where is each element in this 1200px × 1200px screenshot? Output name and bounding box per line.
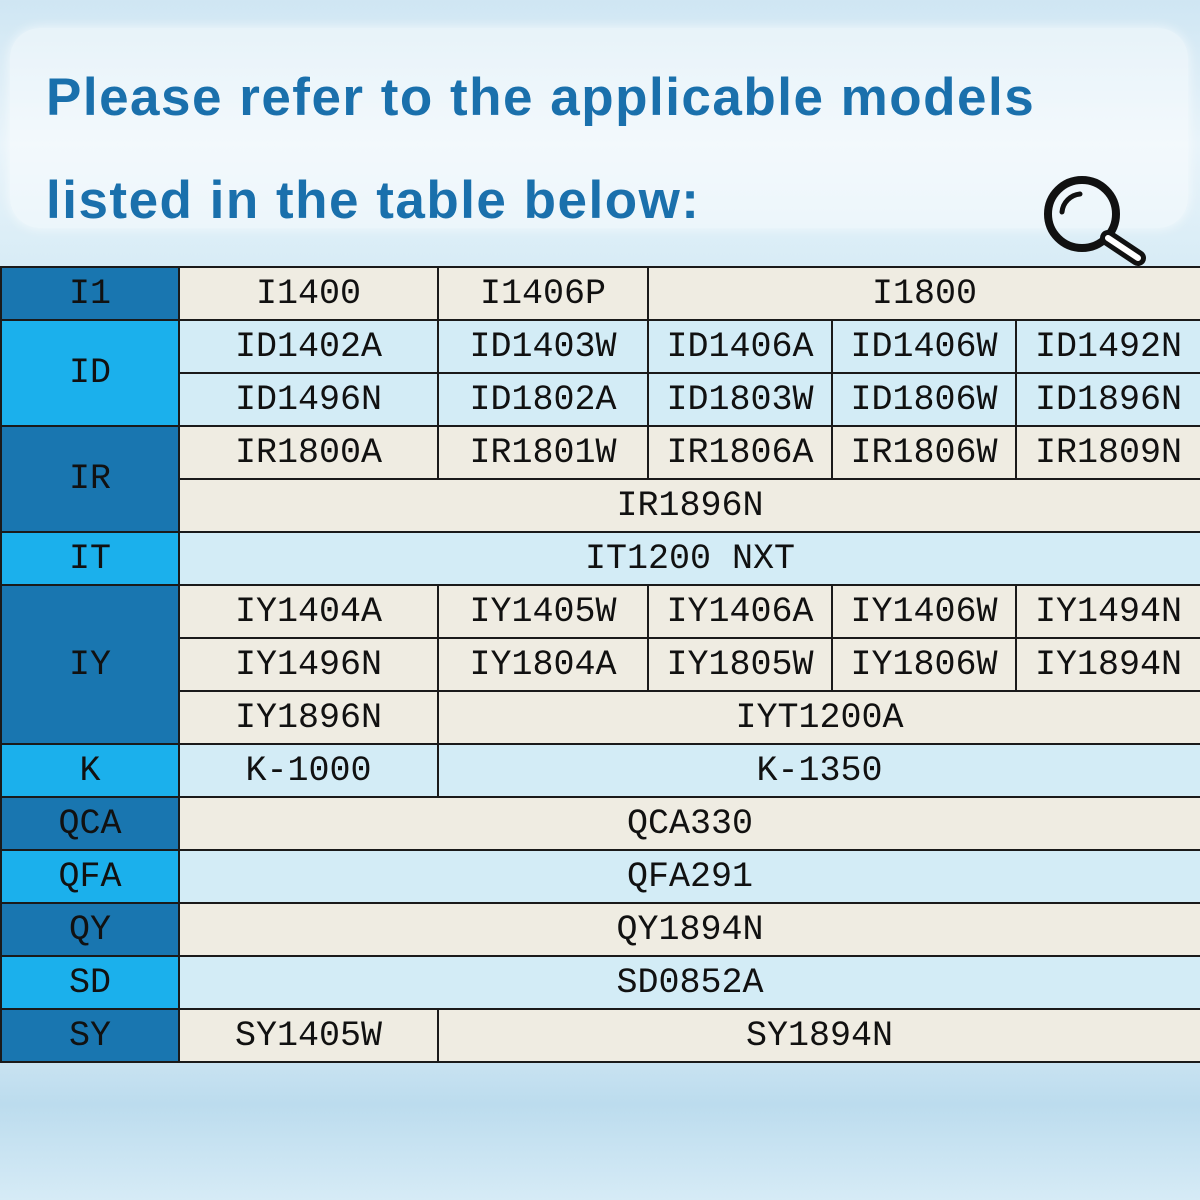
table-row: ID1496N ID1802A ID1803W ID1806W ID1896N — [1, 372, 1200, 427]
model-cell: IY1406W — [831, 584, 1017, 639]
model-cell: IY1406A — [647, 584, 833, 639]
model-cell: QCA330 — [177, 796, 1200, 851]
model-cell: IY1804A — [437, 637, 649, 692]
model-cell: ID1803W — [647, 372, 833, 427]
series-label: IR — [0, 425, 180, 533]
model-cell: K-1000 — [178, 743, 439, 798]
model-cell: I1400 — [178, 266, 439, 321]
model-cell: IR1806A — [647, 425, 833, 480]
table-row: SD SD0852A — [0, 955, 1200, 1010]
series-label: SD — [0, 955, 180, 1010]
series-label: IY — [0, 584, 180, 745]
table-row: IY IY1404A IY1405W IY1406A IY1406W IY149… — [0, 584, 1200, 745]
table-row: ID ID1402A ID1403W ID1406A ID1406W ID149… — [0, 319, 1200, 427]
model-cell: IT1200 NXT — [177, 531, 1200, 586]
table-row: I1 I1400 I1406P I1800 — [0, 266, 1200, 321]
table-row: SY SY1405W SY1894N — [0, 1008, 1200, 1063]
model-cell: IY1805W — [647, 637, 833, 692]
model-cell: IY1494N — [1014, 584, 1200, 639]
series-label: K — [0, 743, 180, 798]
model-cell: ID1806W — [831, 372, 1017, 427]
model-cell: ID1492N — [1014, 319, 1200, 374]
model-cell: ID1402A — [178, 319, 439, 374]
model-cell: IR1896N — [177, 478, 1200, 533]
model-cell: IY1896N — [178, 690, 439, 745]
table-row: QCA QCA330 — [0, 796, 1200, 851]
model-cell: IYT1200A — [436, 690, 1200, 745]
model-cell: IR1806W — [831, 425, 1017, 480]
model-cell: ID1896N — [1014, 372, 1200, 427]
model-cell: I1406P — [437, 266, 649, 321]
series-label: I1 — [0, 266, 180, 321]
series-label: SY — [0, 1008, 180, 1063]
model-cell: IR1809N — [1014, 425, 1200, 480]
model-cell: SD0852A — [177, 955, 1200, 1010]
model-cell: ID1403W — [437, 319, 649, 374]
model-cell: SY1405W — [178, 1008, 439, 1063]
model-cell: IY1806W — [831, 637, 1017, 692]
table-row: IR IR1800A IR1801W IR1806A IR1806W IR180… — [0, 425, 1200, 533]
table-row: K K-1000 K-1350 — [0, 743, 1200, 798]
title-banner — [10, 28, 1188, 228]
model-cell: ID1496N — [178, 372, 439, 427]
table-row: IY1896N IYT1200A — [1, 690, 1200, 745]
model-cell: QY1894N — [177, 902, 1200, 957]
model-cell: IY1405W — [437, 584, 649, 639]
series-label: IT — [0, 531, 180, 586]
model-cell: ID1406W — [831, 319, 1017, 374]
table-row: IT IT1200 NXT — [0, 531, 1200, 586]
table-row: IY1496N IY1804A IY1805W IY1806W IY1894N — [1, 637, 1200, 692]
model-cell: IR1800A — [178, 425, 439, 480]
model-cell: I1800 — [646, 266, 1200, 321]
models-table: I1 I1400 I1406P I1800 ID ID1402A ID1403W… — [0, 266, 1200, 1063]
model-cell: IR1801W — [437, 425, 649, 480]
table-row: IR1896N — [1, 478, 1200, 533]
model-cell: QFA291 — [177, 849, 1200, 904]
series-label: QFA — [0, 849, 180, 904]
model-cell: ID1406A — [647, 319, 833, 374]
page-title: Please refer to the applicable models li… — [46, 68, 1036, 230]
model-cell: IY1404A — [178, 584, 439, 639]
table-row: QY QY1894N — [0, 902, 1200, 957]
table-row: QFA QFA291 — [0, 849, 1200, 904]
series-label: QCA — [0, 796, 180, 851]
model-cell: IY1894N — [1014, 637, 1200, 692]
model-cell: ID1802A — [437, 372, 649, 427]
model-cell: K-1350 — [436, 743, 1200, 798]
series-label: ID — [0, 319, 180, 427]
model-cell: IY1496N — [178, 637, 439, 692]
series-label: QY — [0, 902, 180, 957]
magnifier-icon — [1044, 176, 1146, 266]
model-cell: SY1894N — [436, 1008, 1200, 1063]
